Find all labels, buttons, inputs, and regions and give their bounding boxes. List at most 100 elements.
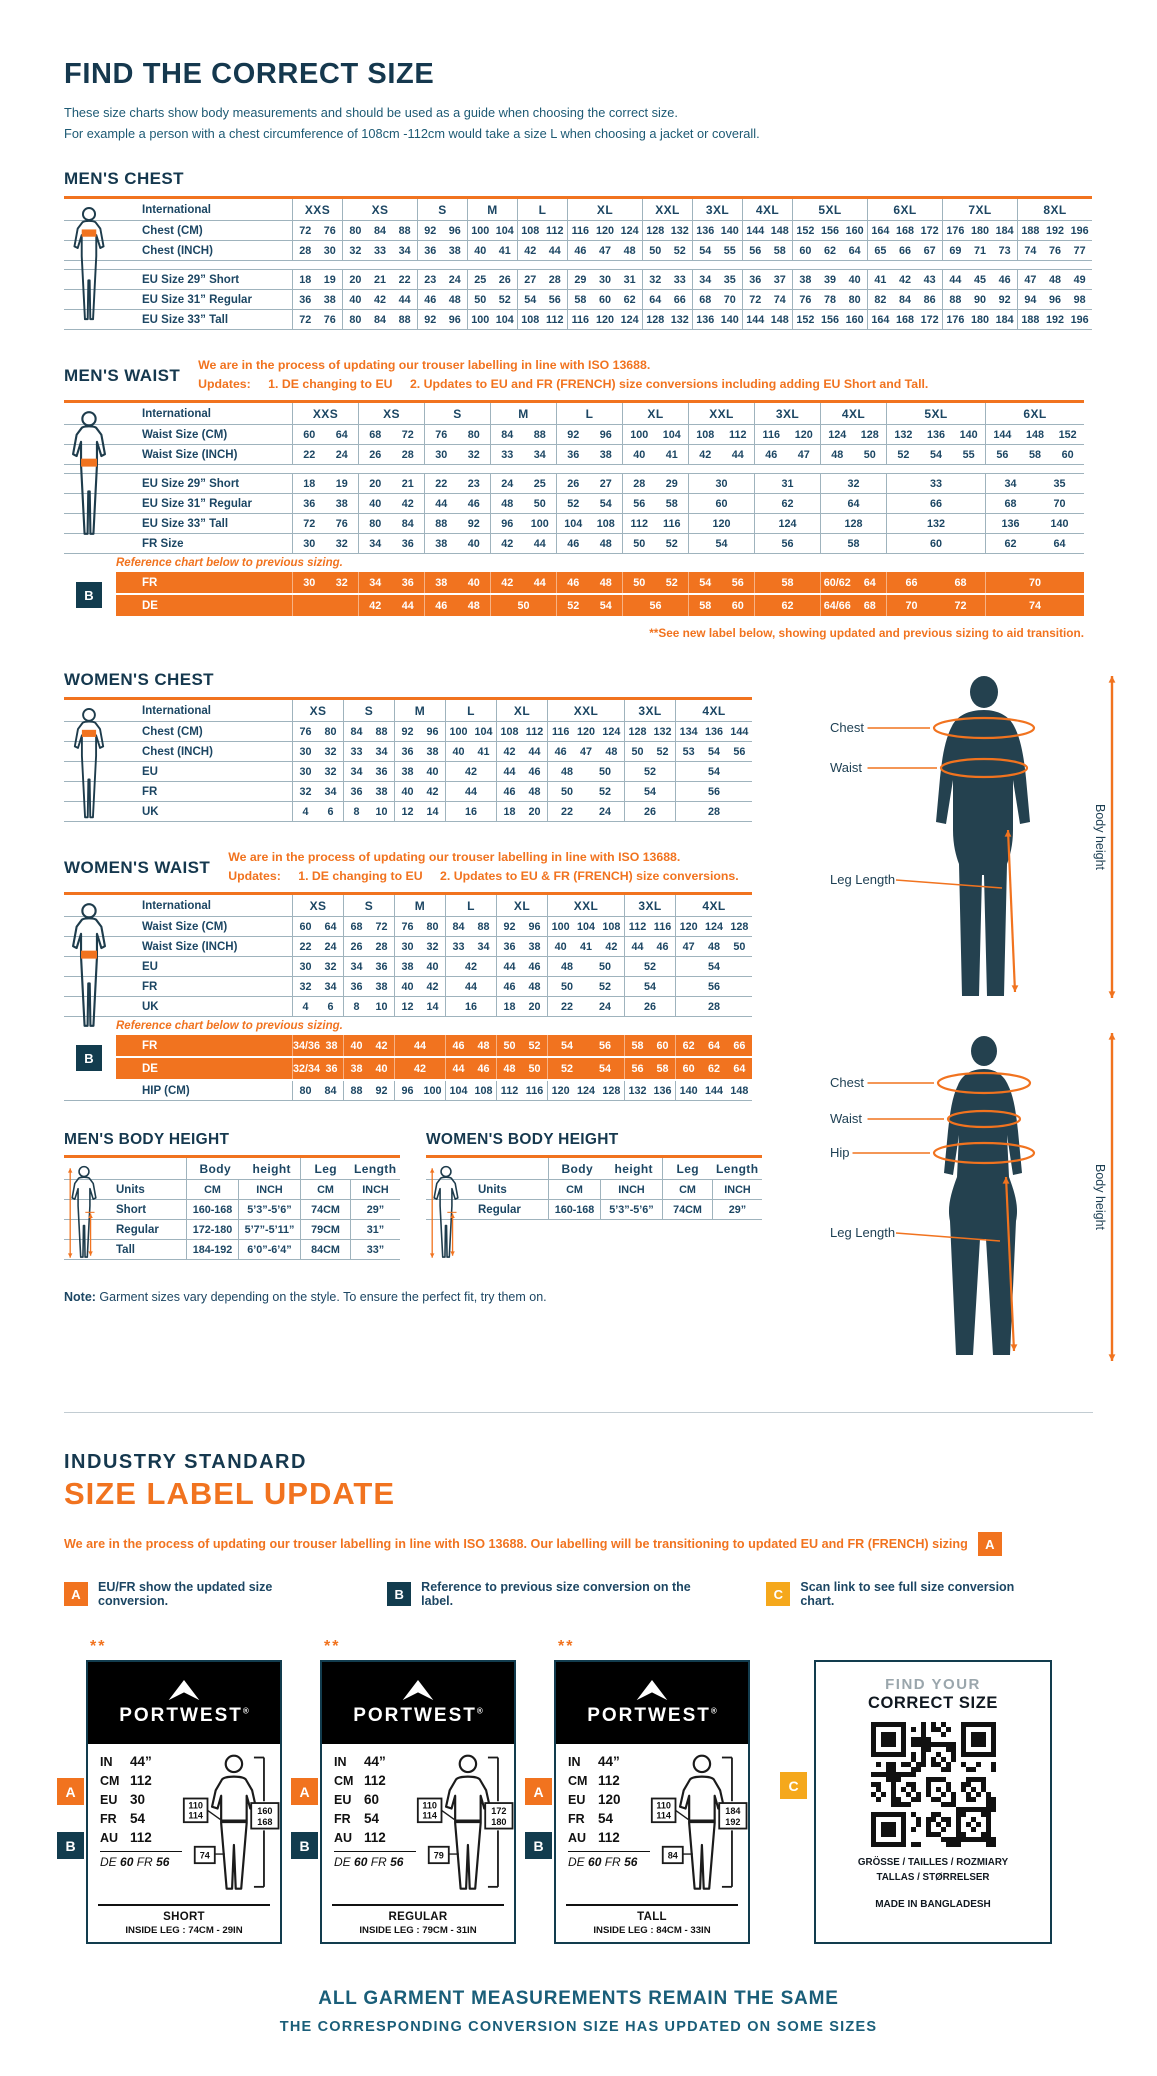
size-cell: 30 32 <box>292 534 358 554</box>
update-2-text: Updates to EU and FR (FRENCH) size conve… <box>423 376 929 391</box>
size-value: 180 <box>971 224 990 237</box>
size-value: 48 <box>599 576 612 589</box>
size-cell: 29 30 31 <box>567 270 642 290</box>
waist-figure-icon <box>72 903 106 1028</box>
size-value: 18 <box>503 1000 516 1013</box>
size-column-header: S <box>424 403 490 425</box>
size-cell: 47 48 50 <box>675 937 752 957</box>
size-value: 28 <box>707 805 720 818</box>
size-column-header: XL <box>622 403 688 425</box>
size-value: 92 <box>567 428 580 441</box>
size-cell: 92 96 <box>417 310 467 330</box>
size-cell: 6’0”-6’4” <box>238 1240 300 1260</box>
size-value: 46 <box>435 599 448 612</box>
size-value: 104 <box>576 920 595 933</box>
industry-standard-title: INDUSTRY STANDARD <box>64 1451 307 1474</box>
label-measurements: IN 44” CM 112 EU 60 FR 54 AU 112 DE 60 FR 56 <box>334 1752 416 1904</box>
size-value: 64 <box>707 1039 720 1052</box>
size-value: 144 <box>704 1084 723 1097</box>
size-value: 16 <box>464 805 477 818</box>
size-value: 54 <box>707 745 720 758</box>
size-value: 44 <box>548 244 561 257</box>
size-cell: 100 104 108 <box>547 917 624 937</box>
stars-marker: ** <box>90 1638 107 1656</box>
size-cell: 74 <box>985 595 1084 617</box>
row-label: International <box>142 704 212 717</box>
svg-text:172: 172 <box>491 1806 506 1816</box>
figure-label: Waist <box>830 760 862 775</box>
size-cell: 28 <box>675 997 752 1017</box>
size-value: 8XL <box>1043 202 1067 217</box>
size-column-header: M <box>467 199 517 221</box>
size-column-header: S <box>343 895 394 917</box>
section-womens-body-height: WOMEN'S BODY HEIGHT Body height Leg Length U… <box>426 1131 762 1260</box>
size-cell: 100 104 <box>467 310 517 330</box>
size-cell: 38 40 <box>394 957 445 977</box>
mens-waist-title: MEN'S WAIST <box>64 366 181 386</box>
size-cell: 80 84 <box>292 1081 343 1101</box>
size-cell: 12 14 <box>394 802 445 822</box>
size-value: 136 <box>927 428 946 441</box>
size-value: 41 <box>498 244 511 257</box>
figure-label: Hip <box>830 1145 850 1160</box>
size-cell: 44 45 46 <box>942 270 1017 290</box>
size-value: 33 <box>350 745 363 758</box>
size-cell: INCH <box>238 1180 300 1200</box>
size-value: 74 <box>773 293 786 306</box>
size-value: 100 <box>630 428 649 441</box>
size-value: 104 <box>495 313 514 326</box>
size-value: 44 <box>435 497 448 510</box>
size-value: 96 <box>448 224 461 237</box>
size-cell: 66 <box>886 494 985 514</box>
mens-chest-title: MEN'S CHEST <box>64 169 184 189</box>
womens-waist-title: WOMEN'S WAIST <box>64 858 211 878</box>
size-value: 88 <box>398 224 411 237</box>
size-cell: 16 <box>445 997 496 1017</box>
size-value: 46 <box>567 576 580 589</box>
row-label: Tall <box>116 1243 135 1256</box>
size-cell: 33 34 <box>343 742 394 762</box>
size-cell: 44 <box>445 782 496 802</box>
height-figure-icon <box>67 1165 97 1258</box>
size-cell: 120 <box>688 514 754 534</box>
size-value: 140 <box>720 224 739 237</box>
size-value: 76 <box>299 725 312 738</box>
size-column-header: L <box>517 199 567 221</box>
section-womens-waist: WOMEN'S WAIST We are in the process of u… <box>64 848 764 1102</box>
size-cell: CM <box>662 1180 712 1200</box>
size-value: 70 <box>905 599 918 612</box>
size-cell: 18 19 <box>292 270 342 290</box>
size-value: 48 <box>503 1062 516 1075</box>
size-value: 136 <box>653 1084 672 1097</box>
size-value: 94 <box>1024 293 1037 306</box>
size-column-header: XL <box>496 700 547 722</box>
size-cell: 50 52 <box>624 742 675 762</box>
size-cell: 108 112 <box>496 722 547 742</box>
size-value: 78 <box>824 293 837 306</box>
label-measure-row: AU 112 <box>100 1830 152 1846</box>
size-cell: 38 39 40 <box>792 270 867 290</box>
size-value: 22 <box>303 448 316 461</box>
qr-languages: GRÖSSE / TAILLES / ROZMIARY TALLAS / STØR… <box>857 1857 1009 1884</box>
row-label: EU Size 31” Regular <box>142 497 252 510</box>
size-value: 29 <box>665 477 678 490</box>
size-cell: 60 62 64 <box>792 241 867 261</box>
size-value: L <box>467 898 475 913</box>
size-value: 62 <box>824 244 837 257</box>
size-value: 44 <box>503 765 516 778</box>
size-column-header: L <box>445 895 496 917</box>
label-measure-row: FR 54 <box>334 1811 380 1827</box>
size-cell: 80 84 88 <box>342 310 417 330</box>
size-value: 108 <box>521 224 540 237</box>
size-value: 84 <box>501 428 514 441</box>
size-value: 4XL <box>702 898 726 913</box>
size-value: 5’3”-5’6” <box>247 1203 292 1216</box>
size-cell: 112 116 <box>496 1081 547 1101</box>
size-value: 76 <box>435 428 448 441</box>
size-value: 54 <box>643 785 656 798</box>
size-value: 52 <box>665 537 678 550</box>
size-value: 46 <box>528 960 541 973</box>
size-value: 112 <box>630 517 648 530</box>
size-cell: 26 28 <box>343 937 394 957</box>
size-value: 38 <box>435 537 448 550</box>
